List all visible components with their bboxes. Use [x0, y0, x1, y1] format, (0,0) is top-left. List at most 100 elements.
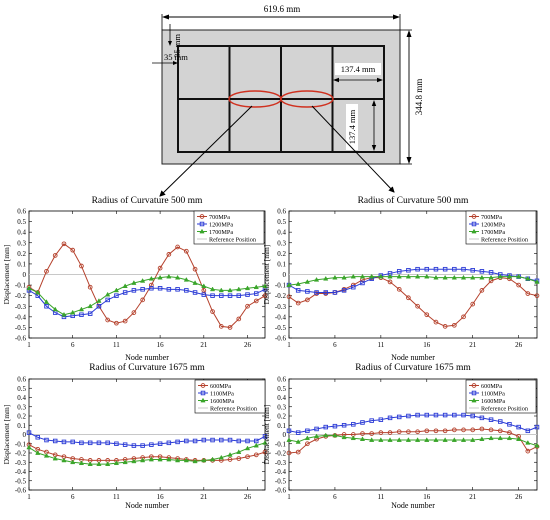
data-point [114, 320, 119, 326]
data-point [210, 437, 215, 443]
data-point [200, 383, 206, 388]
dim-arrow [406, 157, 412, 164]
data-point [359, 273, 366, 279]
x-axis-label: Node number [391, 501, 435, 510]
y-axis-label: Displacement [mm] [2, 405, 11, 465]
data-point [369, 437, 375, 442]
data-point [87, 440, 93, 446]
data-point [304, 435, 310, 441]
y-tick-label: -0.6 [15, 487, 27, 495]
data-point [201, 292, 207, 297]
x-tick-label: 26 [244, 493, 252, 501]
data-point [245, 454, 250, 460]
data-point [70, 439, 75, 445]
label-bg [346, 104, 358, 150]
data-point [332, 423, 338, 429]
dim-arrow [371, 100, 377, 106]
data-point [305, 441, 310, 447]
data-point [369, 431, 375, 436]
data-point [245, 303, 250, 309]
data-point [471, 397, 477, 403]
data-point [451, 427, 457, 433]
data-point [262, 434, 268, 439]
y-tick-label: -0.2 [15, 450, 27, 458]
data-point [192, 458, 198, 464]
data-point [52, 438, 58, 444]
data-point [471, 383, 477, 388]
data-point [122, 283, 128, 288]
series-line [28, 276, 266, 316]
data-point [387, 415, 393, 421]
data-point [149, 442, 154, 447]
dim-cell-width-label: 137.4 mm [341, 64, 376, 74]
y-tick-label: 0.5 [17, 385, 26, 393]
data-point [323, 290, 328, 295]
data-point [488, 427, 494, 433]
data-point [175, 244, 180, 250]
data-point [351, 422, 356, 427]
x-tick-label: 11 [377, 341, 384, 349]
data-point [184, 438, 189, 444]
y-tick-label: -0.3 [15, 303, 27, 311]
data-point [43, 452, 50, 458]
data-point [396, 273, 402, 279]
data-point [295, 288, 301, 293]
data-point [424, 266, 430, 272]
data-point [218, 287, 224, 293]
data-point [227, 457, 233, 462]
data-point [350, 435, 356, 441]
data-point [442, 437, 448, 442]
data-point [227, 293, 233, 298]
data-point [157, 265, 163, 271]
y-tick-label: 0.1 [17, 260, 26, 268]
data-point [199, 221, 205, 227]
data-point [452, 412, 457, 418]
data-point [471, 228, 477, 234]
data-point [405, 437, 412, 442]
data-point [507, 422, 512, 427]
data-point [87, 284, 93, 290]
data-point [534, 279, 540, 284]
dim-width-label: 619.6 mm [264, 4, 301, 14]
data-point [183, 248, 189, 254]
data-point [148, 456, 154, 462]
series-line [28, 432, 266, 447]
data-point [313, 276, 320, 282]
data-point [254, 438, 259, 444]
data-point [323, 432, 329, 438]
data-point [35, 450, 41, 455]
panel-schematic: 619.6 mm 344.8 mm 137.4 mm 137.4 mm 35 m… [152, 4, 424, 197]
data-point [43, 299, 50, 304]
data-point [332, 432, 338, 438]
data-point [79, 440, 84, 446]
data-point [442, 324, 448, 329]
data-point [497, 428, 503, 434]
dim-arrow [393, 14, 400, 20]
data-point [209, 286, 216, 292]
data-point [131, 280, 137, 285]
data-point [209, 456, 216, 462]
data-point [525, 291, 531, 296]
data-point [61, 439, 67, 445]
data-point [295, 439, 301, 444]
data-point [305, 297, 310, 303]
y-tick-label: -0.1 [275, 282, 287, 290]
data-point [479, 426, 485, 432]
y-tick-label: -0.4 [15, 468, 27, 476]
dim-arrow [377, 77, 383, 83]
data-point [534, 293, 540, 299]
data-point [114, 441, 119, 447]
data-point [314, 426, 319, 432]
dim-arrow [162, 14, 169, 20]
data-point [396, 414, 402, 420]
y-tick-label: -0.1 [15, 440, 27, 448]
data-point [396, 437, 402, 442]
x-axis-label: Node number [391, 353, 435, 362]
x-axis-label: Node number [125, 353, 169, 362]
data-point [236, 286, 242, 292]
data-point [314, 290, 319, 295]
chart-panel-top-right: -0.6 -0.5 -0.4 -0.3 -0.2 -0.1 0 0.1 0.2 0.3 0.4 0.5… [262, 195, 540, 362]
legend-label: Reference Position [481, 405, 528, 412]
series-line [288, 277, 538, 327]
data-point [470, 274, 476, 280]
